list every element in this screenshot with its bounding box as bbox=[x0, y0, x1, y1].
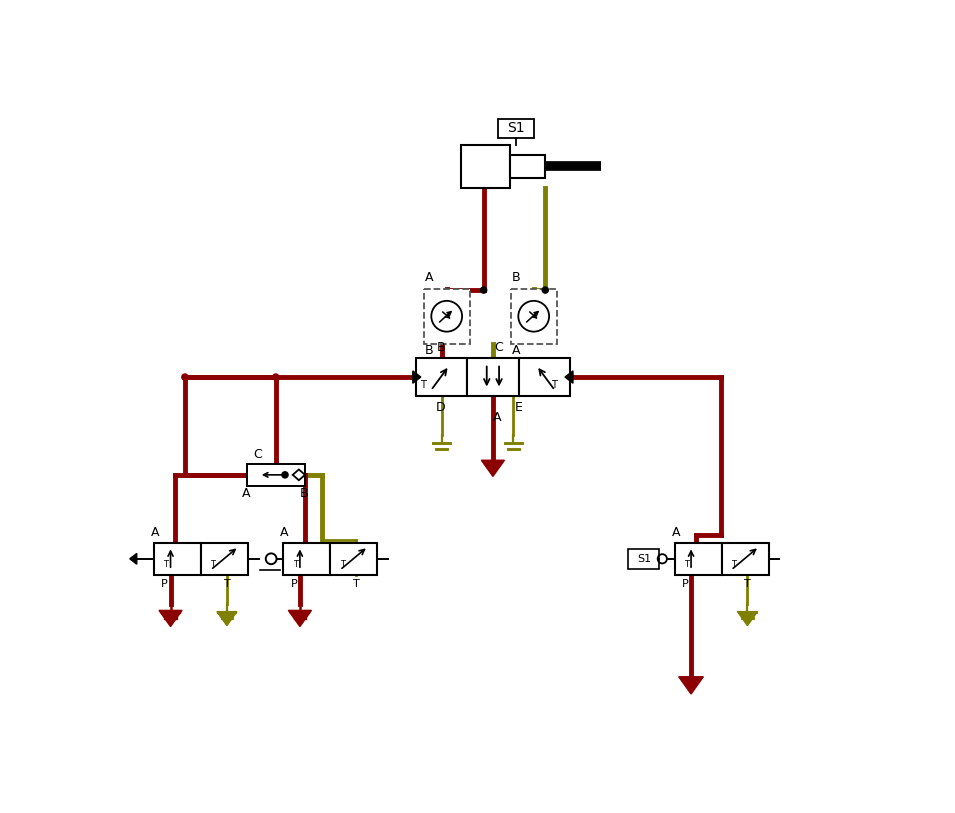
Text: A: A bbox=[151, 526, 159, 539]
Text: A: A bbox=[425, 272, 434, 285]
Bar bbox=[511, 289, 557, 344]
Text: A: A bbox=[281, 526, 288, 539]
Bar bbox=[628, 549, 659, 569]
Bar bbox=[416, 358, 467, 396]
Text: S1: S1 bbox=[507, 121, 525, 135]
Bar bbox=[247, 464, 305, 485]
Text: S1: S1 bbox=[637, 554, 651, 563]
Polygon shape bbox=[679, 676, 704, 694]
Text: T: T bbox=[293, 559, 298, 568]
Bar bbox=[510, 154, 545, 178]
Text: D: D bbox=[435, 401, 445, 414]
Text: E: E bbox=[515, 401, 522, 414]
Polygon shape bbox=[288, 611, 311, 627]
Text: A: A bbox=[493, 411, 501, 424]
Polygon shape bbox=[565, 371, 573, 383]
Text: T: T bbox=[551, 380, 557, 389]
Text: T: T bbox=[210, 559, 216, 568]
Text: T: T bbox=[731, 559, 736, 568]
Text: T: T bbox=[420, 380, 426, 389]
Text: A: A bbox=[243, 487, 251, 500]
Text: P: P bbox=[290, 579, 297, 589]
Text: T: T bbox=[684, 559, 689, 568]
Text: P: P bbox=[682, 579, 689, 589]
Polygon shape bbox=[217, 611, 237, 626]
Text: P: P bbox=[161, 579, 168, 589]
Circle shape bbox=[480, 287, 487, 293]
Polygon shape bbox=[130, 554, 137, 564]
Text: B: B bbox=[300, 487, 308, 500]
Bar bbox=[460, 146, 510, 188]
Bar bbox=[467, 358, 519, 396]
Text: C: C bbox=[253, 448, 262, 461]
Circle shape bbox=[181, 374, 188, 380]
Text: B: B bbox=[512, 272, 520, 285]
Text: T: T bbox=[223, 579, 230, 589]
Text: A: A bbox=[671, 526, 680, 539]
Bar bbox=[498, 120, 535, 137]
Polygon shape bbox=[159, 611, 182, 627]
Circle shape bbox=[282, 472, 288, 478]
Text: A: A bbox=[512, 344, 520, 357]
Bar bbox=[674, 542, 722, 575]
Text: B: B bbox=[425, 344, 434, 357]
Bar bbox=[722, 542, 769, 575]
Text: T: T bbox=[340, 559, 345, 568]
Text: C: C bbox=[495, 341, 503, 354]
Text: T: T bbox=[744, 579, 751, 589]
Text: B: B bbox=[437, 341, 446, 354]
Bar bbox=[154, 542, 202, 575]
Bar bbox=[424, 289, 470, 344]
Text: T: T bbox=[163, 559, 168, 568]
Bar bbox=[284, 542, 330, 575]
Circle shape bbox=[273, 374, 279, 380]
Text: T: T bbox=[353, 579, 360, 589]
Polygon shape bbox=[413, 371, 421, 383]
Bar bbox=[519, 358, 570, 396]
Polygon shape bbox=[481, 460, 504, 476]
Circle shape bbox=[542, 287, 548, 293]
Bar bbox=[330, 542, 377, 575]
Polygon shape bbox=[737, 611, 757, 626]
Bar bbox=[202, 542, 248, 575]
